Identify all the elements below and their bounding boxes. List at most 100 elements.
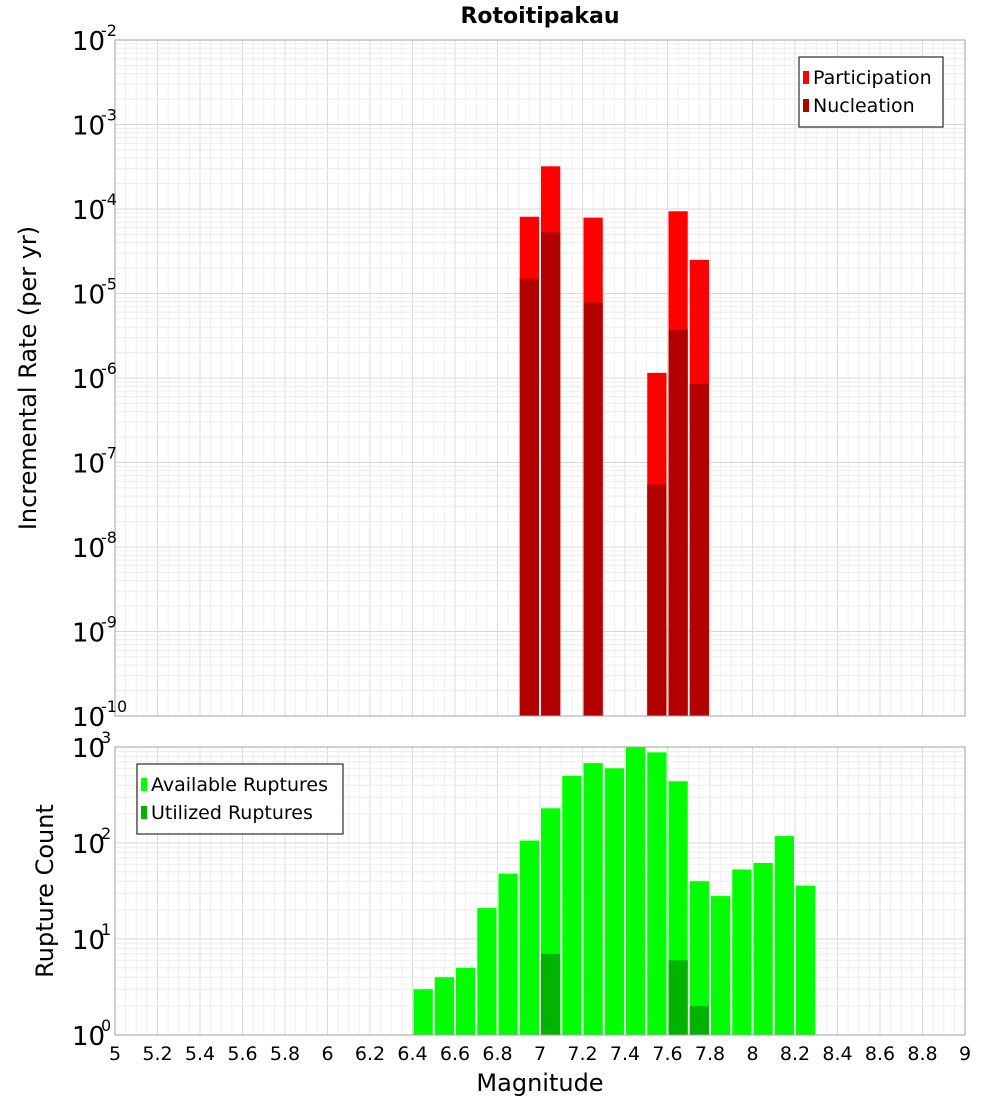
y-tick-label: 10	[72, 196, 105, 226]
x-tick-label: 8	[746, 1043, 758, 1065]
nucleation-bar	[647, 484, 667, 716]
x-tick-label: 6.2	[355, 1043, 385, 1065]
y-tick-label: 10	[72, 112, 105, 142]
x-tick-label: 5.2	[142, 1043, 172, 1065]
rupture-count-legend: Available Ruptures Utilized Ruptures	[136, 763, 344, 835]
rupture-count-frame	[114, 746, 966, 1036]
utilized-ruptures-bar	[541, 953, 561, 1035]
y-tick-exponent: -7	[101, 444, 117, 463]
participation-legend-swatch	[803, 71, 809, 84]
nucleation-bar	[519, 278, 539, 716]
available-ruptures-bar	[753, 862, 773, 1035]
x-tick-label: 7.6	[652, 1043, 682, 1065]
magnitude-x-ticks: 5 5.2 5.4 5.6 5.8 6 6.2 6.4 6.6 6.8 7 7.2 7.4 7.6 7.8 8…	[109, 1043, 971, 1065]
available-ruptures-bar	[477, 908, 497, 1035]
y-tick-exponent: -10	[101, 697, 127, 716]
y-tick-exponent: -9	[101, 613, 117, 632]
participation-legend-label: Participation	[813, 67, 932, 89]
y-tick-label: 10	[72, 926, 105, 956]
available-ruptures-bar	[456, 967, 476, 1035]
x-tick-label: 8.2	[780, 1043, 810, 1065]
legend-box	[136, 763, 344, 835]
x-tick-label: 8.6	[865, 1043, 895, 1065]
legend-box	[798, 56, 944, 128]
x-tick-label: 8.8	[907, 1043, 937, 1065]
incremental-rate-bars	[519, 166, 709, 716]
y-tick-exponent: -6	[101, 359, 117, 378]
nucleation-bar	[541, 232, 561, 716]
available-ruptures-bar	[583, 763, 603, 1035]
x-tick-label: 5.6	[227, 1043, 257, 1065]
nucleation-bar	[668, 329, 688, 716]
x-tick-label: 5.8	[270, 1043, 300, 1065]
available-ruptures-bar	[711, 896, 731, 1035]
utilized-ruptures-legend-swatch	[141, 806, 147, 819]
available-ruptures-bar	[413, 989, 433, 1035]
utilized-ruptures-legend-label: Utilized Ruptures	[151, 802, 313, 824]
y-tick-exponent: 1	[101, 920, 111, 939]
nucleation-legend-label: Nucleation	[813, 95, 915, 117]
y-tick-label: 10	[72, 534, 105, 564]
y-tick-exponent: 3	[101, 728, 111, 747]
x-tick-label: 6.6	[440, 1043, 470, 1065]
y-tick-label: 10	[72, 27, 105, 57]
y-tick-label: 10	[72, 734, 105, 764]
rupture-count-y-axis-label: Rupture Count	[31, 804, 59, 978]
x-tick-label: 8.4	[822, 1043, 852, 1065]
available-ruptures-bar	[626, 747, 646, 1035]
y-tick-label: 10	[72, 703, 105, 733]
incremental-rate-y-axis-label: Incremental Rate (per yr)	[14, 226, 42, 530]
nucleation-legend-swatch	[803, 99, 809, 112]
y-tick-exponent: -5	[101, 275, 117, 294]
x-tick-label: 5	[109, 1043, 121, 1065]
x-tick-label: 7.4	[610, 1043, 640, 1065]
y-tick-exponent: 2	[101, 824, 111, 843]
x-tick-label: 7	[534, 1043, 546, 1065]
available-ruptures-bar	[647, 752, 667, 1035]
chart-title: Rotoitipakau	[460, 4, 619, 29]
nucleation-bar	[689, 383, 709, 716]
available-ruptures-bar	[434, 977, 454, 1035]
incremental-rate-grid	[114, 40, 966, 717]
available-ruptures-bar	[796, 885, 816, 1035]
x-tick-label: 7.2	[567, 1043, 597, 1065]
y-tick-label: 10	[72, 619, 105, 649]
available-ruptures-legend-swatch	[141, 778, 147, 791]
incremental-rate-legend: Participation Nucleation	[798, 56, 944, 128]
y-tick-exponent: -8	[101, 528, 117, 547]
nucleation-bar	[583, 302, 603, 716]
y-tick-label: 10	[72, 450, 105, 480]
y-tick-label: 10	[72, 1022, 105, 1052]
x-axis-label: Magnitude	[476, 1069, 603, 1097]
available-ruptures-bar	[498, 873, 518, 1035]
x-tick-label: 6.4	[397, 1043, 427, 1065]
available-ruptures-bar	[774, 836, 794, 1035]
rupture-count-bars	[413, 747, 816, 1035]
available-ruptures-bar	[604, 768, 624, 1035]
y-tick-label: 10	[72, 281, 105, 311]
x-tick-label: 5.4	[185, 1043, 215, 1065]
x-tick-label: 6.8	[482, 1043, 512, 1065]
y-tick-exponent: -4	[101, 190, 117, 209]
available-ruptures-bar	[519, 840, 539, 1035]
available-ruptures-bar	[562, 775, 582, 1035]
y-tick-label: 10	[72, 365, 105, 395]
utilized-ruptures-bar	[668, 960, 688, 1035]
y-tick-exponent: 0	[101, 1016, 111, 1035]
y-tick-label: 10	[72, 830, 105, 860]
utilized-ruptures-bar	[689, 1006, 709, 1035]
y-tick-exponent: -2	[101, 21, 117, 40]
y-tick-exponent: -3	[101, 106, 117, 125]
available-ruptures-bar	[732, 869, 752, 1035]
x-tick-label: 9	[959, 1043, 971, 1065]
incremental-rate-frame	[114, 39, 966, 717]
available-ruptures-legend-label: Available Ruptures	[151, 774, 328, 796]
available-ruptures-bar	[689, 881, 709, 1035]
x-tick-label: 6	[321, 1043, 333, 1065]
x-tick-label: 7.8	[695, 1043, 725, 1065]
